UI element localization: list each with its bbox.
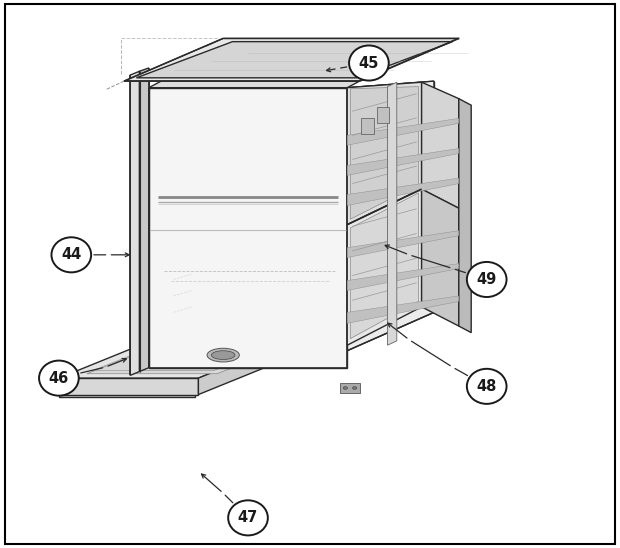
Circle shape <box>39 361 79 396</box>
Text: 47: 47 <box>238 510 258 526</box>
Polygon shape <box>149 81 360 88</box>
Polygon shape <box>422 82 459 208</box>
Polygon shape <box>347 82 422 225</box>
Circle shape <box>51 237 91 272</box>
Text: 46: 46 <box>49 370 69 386</box>
Polygon shape <box>198 301 388 395</box>
Text: 44: 44 <box>61 247 81 262</box>
Circle shape <box>467 262 507 297</box>
Polygon shape <box>140 68 149 372</box>
Polygon shape <box>59 386 195 397</box>
Polygon shape <box>347 81 434 351</box>
Polygon shape <box>130 71 140 375</box>
Ellipse shape <box>343 387 348 389</box>
Ellipse shape <box>211 351 235 359</box>
FancyBboxPatch shape <box>377 107 389 123</box>
Polygon shape <box>347 231 459 258</box>
Polygon shape <box>347 189 422 345</box>
Polygon shape <box>59 312 384 386</box>
Polygon shape <box>347 296 459 323</box>
Polygon shape <box>347 149 459 175</box>
Polygon shape <box>87 318 360 374</box>
Circle shape <box>467 369 507 404</box>
FancyBboxPatch shape <box>340 383 360 393</box>
Circle shape <box>228 500 268 535</box>
Polygon shape <box>350 87 418 219</box>
Polygon shape <box>347 178 459 206</box>
Polygon shape <box>59 378 198 395</box>
Circle shape <box>349 45 389 81</box>
FancyBboxPatch shape <box>361 118 374 134</box>
Polygon shape <box>59 301 388 378</box>
Polygon shape <box>459 99 471 333</box>
Text: 49: 49 <box>477 272 497 287</box>
Ellipse shape <box>207 349 239 362</box>
Ellipse shape <box>352 387 357 389</box>
Polygon shape <box>347 264 459 290</box>
Polygon shape <box>347 118 459 145</box>
Polygon shape <box>388 82 397 345</box>
Polygon shape <box>136 42 453 78</box>
Text: 48: 48 <box>477 379 497 394</box>
Polygon shape <box>350 193 418 339</box>
Text: 45: 45 <box>359 55 379 71</box>
Text: eReplacementParts.com: eReplacementParts.com <box>201 273 345 286</box>
Polygon shape <box>422 189 459 326</box>
Polygon shape <box>124 38 459 81</box>
Polygon shape <box>149 88 347 368</box>
